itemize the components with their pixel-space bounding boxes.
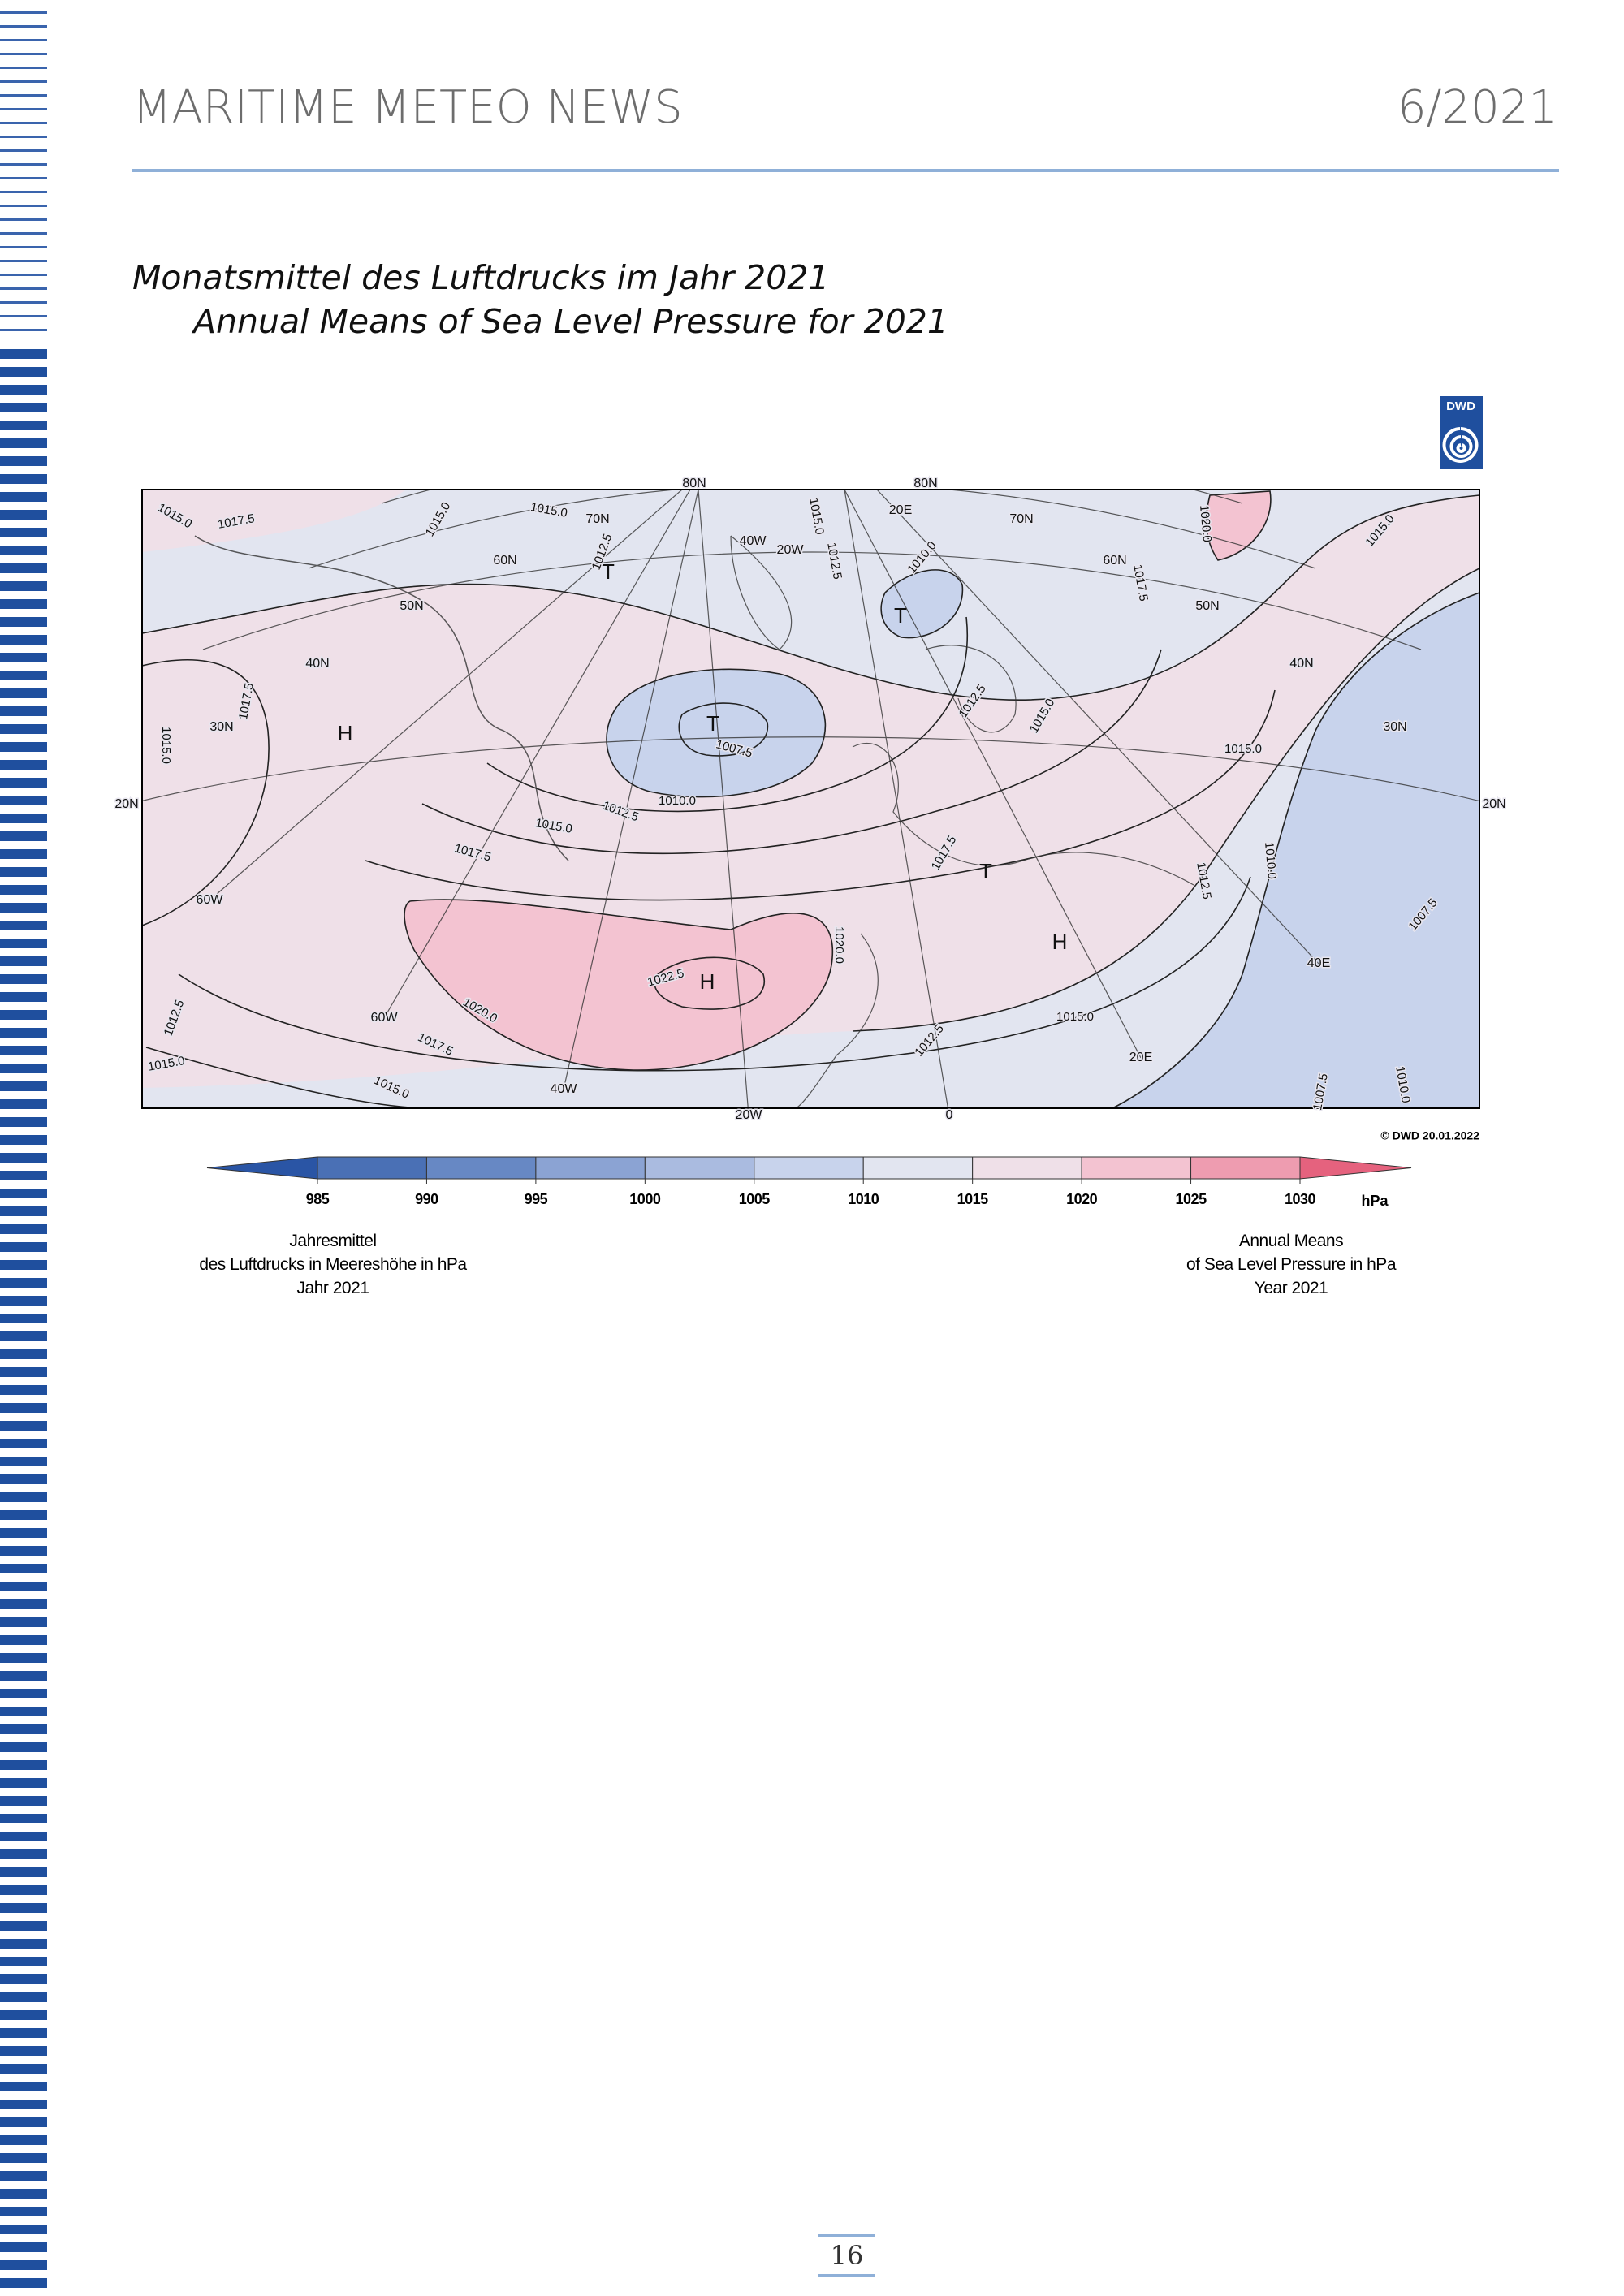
colorbar-segment: [535, 1156, 646, 1180]
map-label: 20W: [777, 543, 805, 557]
copyright: © DWD 20.01.2022: [1380, 1129, 1479, 1142]
map-label: 1015.0: [1224, 742, 1262, 756]
caption-line: des Luftdrucks in Meereshöhe in hPa: [199, 1255, 467, 1274]
map-figure: DWD: [114, 396, 1507, 1209]
map-label: 20N: [114, 797, 138, 811]
colorbar-tick-label: 985: [306, 1191, 330, 1207]
caption-left: Jahresmittel des Luftdrucks in Meereshöh…: [162, 1229, 503, 1300]
colorbar-segment: [1190, 1156, 1301, 1180]
map-label: T: [894, 603, 907, 628]
colorbar-tick-label: 1000: [629, 1191, 661, 1207]
map-label: T: [979, 859, 992, 883]
map-label: H: [338, 721, 353, 745]
side-stripes: [0, 0, 47, 341]
colorbar-segment: [1081, 1156, 1192, 1180]
map-label: 30N: [209, 720, 233, 734]
map-label: 40W: [740, 534, 767, 548]
colorbar-segment: [862, 1156, 974, 1180]
colorbar-unit: hPa: [1361, 1193, 1389, 1209]
colorbar-segment: [425, 1156, 537, 1180]
heading-english: Annual Means of Sea Level Pressure for 2…: [193, 302, 948, 341]
caption-right: Annual Means of Sea Level Pressure in hP…: [1121, 1229, 1462, 1300]
logo-text: DWD: [1446, 399, 1475, 413]
map-label: 0: [946, 1108, 953, 1122]
map-label: T: [602, 559, 615, 584]
map-label: 80N: [914, 477, 937, 490]
map-label: 50N: [1195, 599, 1219, 613]
map-label: 1010.0: [1262, 841, 1279, 879]
heading-german: Monatsmittel des Luftdrucks im Jahr 2021: [132, 258, 830, 297]
map-label: H: [1052, 930, 1068, 954]
caption-line: Annual Means: [1238, 1232, 1344, 1250]
map-label: 80N: [682, 477, 706, 490]
map-label: 1010.0: [659, 794, 696, 808]
colorbar-tick-label: 1020: [1066, 1191, 1098, 1207]
caption-line: Jahr 2021: [296, 1279, 369, 1297]
map-label: 60W: [371, 1011, 399, 1025]
map-label: H: [700, 969, 715, 994]
map-label: 70N: [585, 512, 609, 526]
map-label: 40E: [1307, 956, 1330, 970]
map-label: 60W: [197, 893, 224, 907]
map-label: 50N: [400, 599, 423, 613]
colorbar-tick-label: 1025: [1176, 1191, 1207, 1207]
map-label: 1015.0: [1056, 1010, 1094, 1024]
caption-line: of Sea Level Pressure in hPa: [1186, 1255, 1397, 1274]
map-label: 20N: [1482, 797, 1505, 811]
map-label: 70N: [1009, 512, 1033, 526]
map-label: 1015.0: [529, 500, 568, 520]
map-label: 20E: [1129, 1051, 1152, 1064]
caption-line: Jahresmittel: [289, 1232, 377, 1250]
map-label: 60N: [493, 554, 516, 568]
colorbar-tick-label: 1015: [957, 1191, 989, 1207]
map-fields: [142, 490, 1479, 1108]
map-label: T: [706, 711, 719, 736]
colorbar-tick-label: 1010: [848, 1191, 879, 1207]
map-label: 1020.0: [1197, 504, 1214, 542]
page-number: 16: [818, 2234, 875, 2277]
map-label: 40N: [305, 657, 329, 671]
colorbar-tick-label: 995: [525, 1191, 548, 1207]
colorbar-tick-label: 990: [415, 1191, 438, 1207]
colorbar-segment: [644, 1156, 755, 1180]
map-label: 40W: [551, 1082, 578, 1096]
map-label: 20E: [889, 503, 912, 517]
issue: 6/2021: [1397, 81, 1557, 134]
map-label: 1020.0: [832, 926, 846, 964]
colorbar-end: [1299, 1156, 1412, 1180]
header-rule: [132, 169, 1559, 172]
map-label: 40N: [1289, 657, 1313, 671]
map-label: 20W: [736, 1108, 763, 1122]
logo-symbol: [1442, 427, 1479, 463]
side-stripes: [0, 341, 47, 2296]
colorbar-tick-label: 1030: [1285, 1191, 1316, 1207]
caption-line: Year 2021: [1254, 1279, 1328, 1297]
colorbar-end: [206, 1156, 318, 1180]
map-label: 60N: [1103, 554, 1126, 568]
colorbar-segment: [317, 1156, 427, 1180]
colorbar-segment: [972, 1156, 1082, 1180]
colorbar-tick-label: 1005: [739, 1191, 771, 1207]
map-frame: [141, 489, 1480, 1109]
colorbar-segment: [754, 1156, 864, 1180]
map-label: 1015.0: [159, 727, 173, 764]
newsletter-title: MARITIME METEO NEWS: [132, 81, 683, 134]
map-label: 30N: [1383, 720, 1406, 734]
